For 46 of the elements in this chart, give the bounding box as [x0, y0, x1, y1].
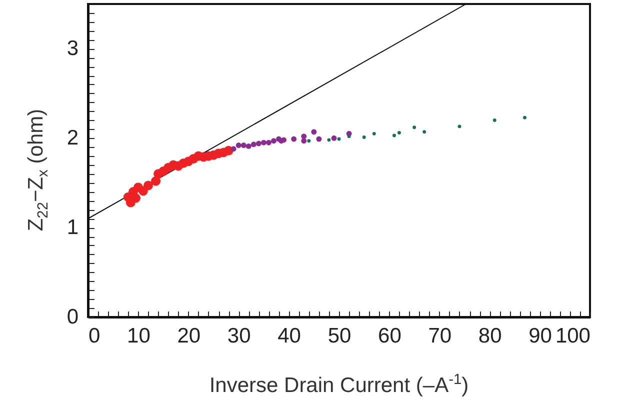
- x-tick-label: 100: [555, 324, 590, 348]
- point: [492, 118, 496, 122]
- point: [327, 138, 331, 142]
- point: [281, 137, 287, 143]
- x-axis-title: Inverse Drain Current (–A$^{-1}$): [208, 372, 470, 398]
- point: [412, 126, 416, 130]
- point: [230, 146, 236, 152]
- point: [301, 138, 307, 144]
- x-tick-label: 50: [328, 324, 352, 348]
- x-tick-label: 0: [88, 324, 100, 348]
- x-tick-label: 90: [528, 324, 552, 348]
- point: [240, 142, 246, 148]
- x-tick-label: 70: [428, 324, 452, 348]
- y-tick-label: 2: [66, 126, 78, 150]
- y-tick-label: 0: [66, 306, 78, 328]
- y-tick-label: 1: [66, 216, 78, 240]
- point: [256, 140, 262, 146]
- point: [301, 134, 307, 140]
- point: [458, 124, 462, 128]
- point: [143, 180, 153, 190]
- point: [398, 131, 401, 135]
- x-tick-label: 60: [378, 324, 402, 348]
- point: [316, 136, 322, 142]
- point: [392, 134, 396, 138]
- point: [372, 132, 376, 136]
- point: [311, 129, 317, 135]
- point: [260, 140, 266, 146]
- x-tick-label: 20: [177, 324, 201, 348]
- point: [347, 134, 351, 138]
- point: [236, 142, 242, 148]
- x-tick-label: 40: [278, 324, 301, 348]
- point: [362, 136, 366, 139]
- x-tick-label: 30: [227, 324, 251, 348]
- y-tick-label: 3: [66, 37, 78, 60]
- point: [331, 135, 337, 141]
- point: [250, 142, 256, 148]
- point: [246, 143, 252, 149]
- point: [422, 130, 426, 134]
- x-tick-label: 80: [478, 324, 502, 348]
- x-tick-label: 10: [127, 324, 150, 348]
- point: [523, 116, 526, 120]
- point: [291, 136, 297, 142]
- point: [266, 140, 272, 146]
- point: [271, 138, 276, 144]
- point: [337, 137, 341, 141]
- point: [307, 139, 311, 143]
